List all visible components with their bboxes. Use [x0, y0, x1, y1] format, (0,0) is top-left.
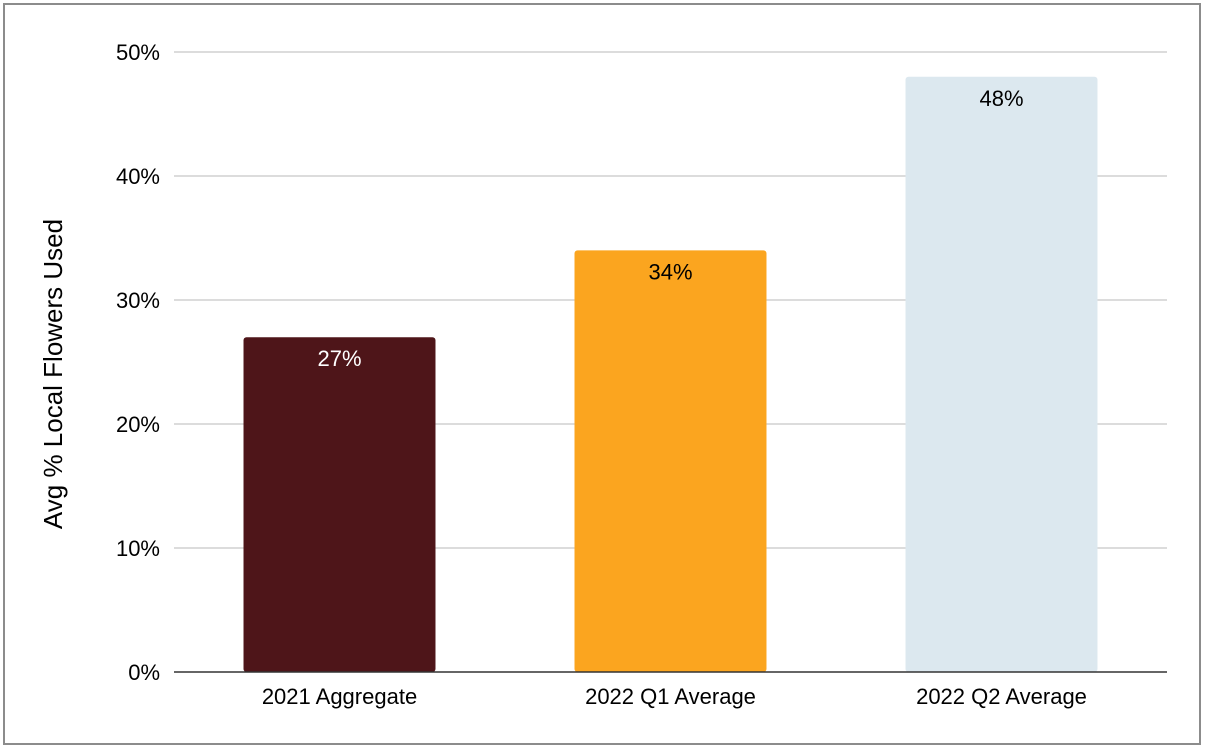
- data-label: 27%: [317, 346, 361, 371]
- y-tick-label: 50%: [116, 40, 160, 65]
- bars: [243, 76, 1098, 673]
- data-label: 34%: [648, 259, 692, 284]
- y-tick-label: 20%: [116, 412, 160, 437]
- y-tick-label: 10%: [116, 536, 160, 561]
- y-tick-label: 0%: [128, 660, 160, 685]
- bar: [905, 76, 1098, 673]
- labels: 0% 10% 20% 30% 40% 50% 27% 2021 Aggregate 34% 202…: [116, 40, 1087, 709]
- y-tick-label: 30%: [116, 288, 160, 313]
- y-tick-label: 40%: [116, 164, 160, 189]
- bar: [574, 250, 767, 672]
- data-label: 48%: [979, 86, 1023, 111]
- bar: [243, 337, 436, 672]
- y-axis-label: Avg % Local Flowers Used: [38, 219, 68, 529]
- x-tick-label: 2022 Q2 Average: [916, 684, 1087, 709]
- x-tick-label: 2022 Q1 Average: [585, 684, 756, 709]
- x-tick-label: 2021 Aggregate: [262, 684, 417, 709]
